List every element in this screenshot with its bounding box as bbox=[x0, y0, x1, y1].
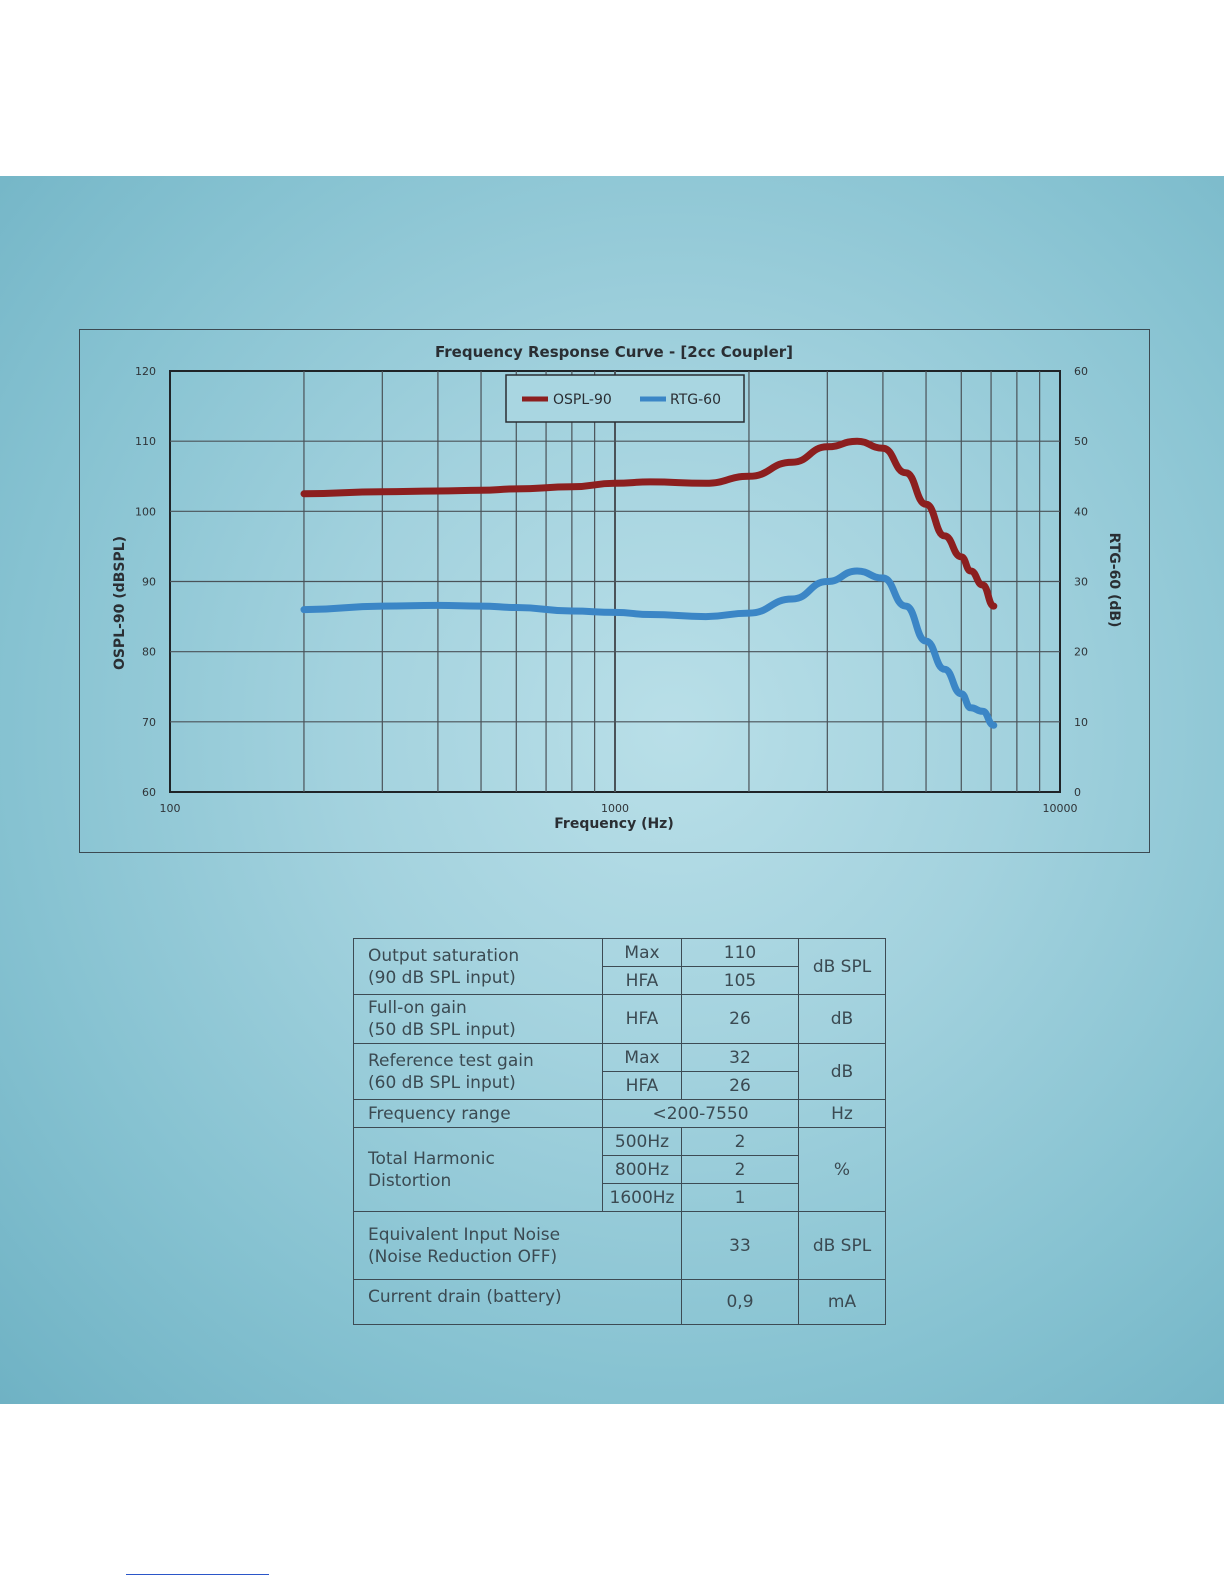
y-right-tick-label: 40 bbox=[1074, 505, 1088, 518]
y-right-tick-label: 10 bbox=[1074, 716, 1088, 729]
unit-cell: dB SPL bbox=[798, 1211, 886, 1280]
series-line-rtg-60 bbox=[300, 567, 998, 729]
unit-cell: mA bbox=[798, 1279, 886, 1325]
y-left-tick-label: 120 bbox=[135, 365, 156, 378]
cond-500hz: 500Hz bbox=[602, 1127, 682, 1156]
cond-max: Max bbox=[602, 1043, 682, 1072]
footer-rule bbox=[126, 1574, 269, 1575]
cond-hfa: HFA bbox=[602, 1071, 682, 1100]
y-right-tick-label: 60 bbox=[1074, 365, 1088, 378]
tick-labels: 60 70 80 90 100 110 120 0 10 20 30 40 50 60 100 1000 100… bbox=[135, 365, 1088, 815]
x-tick-label: 100 bbox=[160, 802, 181, 815]
table-row: Current drain (battery) 0,9 mA bbox=[353, 1279, 886, 1325]
param-thd: Total Harmonic Distortion bbox=[353, 1127, 603, 1212]
table-row: Output saturation (90 dB SPL input) Max … bbox=[353, 938, 886, 995]
value-cell: 2 bbox=[681, 1127, 799, 1156]
unit-cell: Hz bbox=[798, 1099, 886, 1128]
frequency-response-chart: 60 70 80 90 100 110 120 0 10 20 30 40 50 60 100 1000 100… bbox=[79, 329, 1150, 853]
value-cell: 26 bbox=[681, 994, 799, 1044]
cond-hfa: HFA bbox=[602, 966, 682, 995]
param-full-on-gain: Full-on gain (50 dB SPL input) bbox=[353, 994, 603, 1044]
value-cell: <200-7550 bbox=[602, 1099, 799, 1128]
x-tick-label: 1000 bbox=[601, 802, 629, 815]
param-output-saturation: Output saturation (90 dB SPL input) bbox=[353, 938, 603, 995]
table-row: Full-on gain (50 dB SPL input) HFA 26 dB bbox=[353, 994, 886, 1044]
cond-800hz: 800Hz bbox=[602, 1155, 682, 1184]
table-row: HFA 105 bbox=[354, 966, 886, 995]
table-row: Equivalent Input Noise (Noise Reduction … bbox=[353, 1211, 886, 1280]
table-row: 1600Hz 1 bbox=[354, 1183, 886, 1212]
grid bbox=[170, 371, 1060, 792]
value-cell: 2 bbox=[681, 1155, 799, 1184]
y-left-tick-label: 80 bbox=[142, 646, 156, 659]
y-left-tick-label: 70 bbox=[142, 716, 156, 729]
series-line-ospl-90 bbox=[300, 437, 998, 610]
table-row: Frequency range <200-7550 Hz bbox=[353, 1099, 886, 1128]
table-row: Reference test gain (60 dB SPL input) Ma… bbox=[353, 1043, 886, 1100]
legend: OSPL-90 RTG-60 bbox=[505, 374, 745, 423]
y-left-tick-label: 90 bbox=[142, 576, 156, 589]
legend-label-rtg: RTG-60 bbox=[670, 392, 721, 408]
y-right-tick-label: 20 bbox=[1074, 646, 1088, 659]
legend-label-ospl: OSPL-90 bbox=[553, 392, 612, 408]
series-layer bbox=[300, 437, 998, 729]
cond-max: Max bbox=[602, 938, 682, 967]
y-axis-left-label: OSPL-90 (dBSPL) bbox=[112, 536, 128, 670]
cond-hfa: HFA bbox=[602, 994, 682, 1044]
param-frequency-range: Frequency range bbox=[353, 1099, 603, 1128]
chart-svg: 60 70 80 90 100 110 120 0 10 20 30 40 50 60 100 1000 100… bbox=[112, 343, 1122, 832]
y-right-tick-label: 30 bbox=[1074, 576, 1088, 589]
value-cell: 110 bbox=[681, 938, 799, 967]
unit-cell: % bbox=[798, 1127, 886, 1212]
y-left-tick-label: 110 bbox=[135, 435, 156, 448]
table-row: 800Hz 2 bbox=[354, 1155, 886, 1184]
specifications-table: Output saturation (90 dB SPL input) Max … bbox=[353, 938, 886, 1325]
x-axis-label: Frequency (Hz) bbox=[554, 816, 673, 832]
table-row: HFA 26 bbox=[354, 1071, 886, 1100]
y-left-tick-label: 100 bbox=[135, 505, 156, 518]
legend-box bbox=[505, 374, 745, 423]
unit-cell: dB bbox=[798, 1043, 886, 1100]
value-cell: 32 bbox=[681, 1043, 799, 1072]
cond-1600hz: 1600Hz bbox=[602, 1183, 682, 1212]
chart-title: Frequency Response Curve - [2cc Coupler] bbox=[435, 343, 793, 361]
unit-cell: dB SPL bbox=[798, 938, 886, 995]
param-ein: Equivalent Input Noise (Noise Reduction … bbox=[353, 1211, 682, 1280]
param-current-drain: Current drain (battery) bbox=[353, 1279, 682, 1325]
unit-cell: dB bbox=[798, 994, 886, 1044]
y-left-tick-label: 60 bbox=[142, 786, 156, 799]
value-cell: 1 bbox=[681, 1183, 799, 1212]
value-cell: 33 bbox=[681, 1211, 799, 1280]
param-reference-test-gain: Reference test gain (60 dB SPL input) bbox=[353, 1043, 603, 1100]
value-cell: 26 bbox=[681, 1071, 799, 1100]
value-cell: 105 bbox=[681, 966, 799, 995]
y-axis-right-label: RTG-60 (dB) bbox=[1106, 533, 1122, 628]
x-tick-label: 10000 bbox=[1043, 802, 1078, 815]
value-cell: 0,9 bbox=[681, 1279, 799, 1325]
y-right-tick-label: 50 bbox=[1074, 435, 1088, 448]
y-right-tick-label: 0 bbox=[1074, 786, 1081, 799]
table-row: Total Harmonic Distortion 500Hz 2 % bbox=[353, 1127, 886, 1212]
